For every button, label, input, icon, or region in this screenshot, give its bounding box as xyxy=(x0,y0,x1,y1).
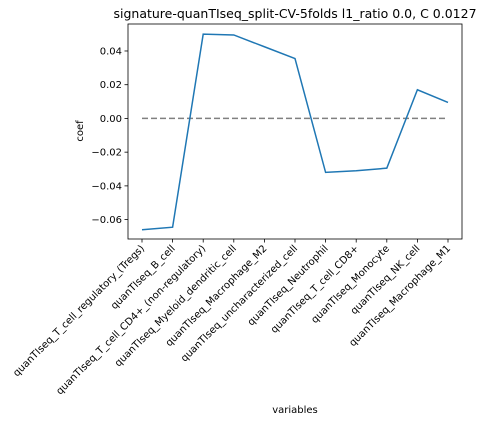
y-tick-label: −0.06 xyxy=(91,215,122,226)
y-tick-label: −0.02 xyxy=(91,148,122,159)
coef-series-line xyxy=(141,33,449,231)
y-axis-label: coef xyxy=(75,120,86,142)
chart-title: signature-quanTIseq_split-CV-5folds l1_r… xyxy=(113,6,476,21)
plot-frame xyxy=(127,23,463,240)
x-axis-label: variables xyxy=(272,405,318,416)
y-tick-label: −0.04 xyxy=(91,181,122,192)
x-axis: quanTIseq_T_cell_regulatory_(Tregs)quanT… xyxy=(11,239,453,397)
y-axis: −0.06 −0.04 −0.02 0.00 0.02 0.04 xyxy=(91,46,128,226)
y-tick-label: 0.02 xyxy=(100,80,122,91)
y-tick-label: 0.00 xyxy=(100,114,122,125)
y-tick-label: 0.04 xyxy=(100,46,122,57)
